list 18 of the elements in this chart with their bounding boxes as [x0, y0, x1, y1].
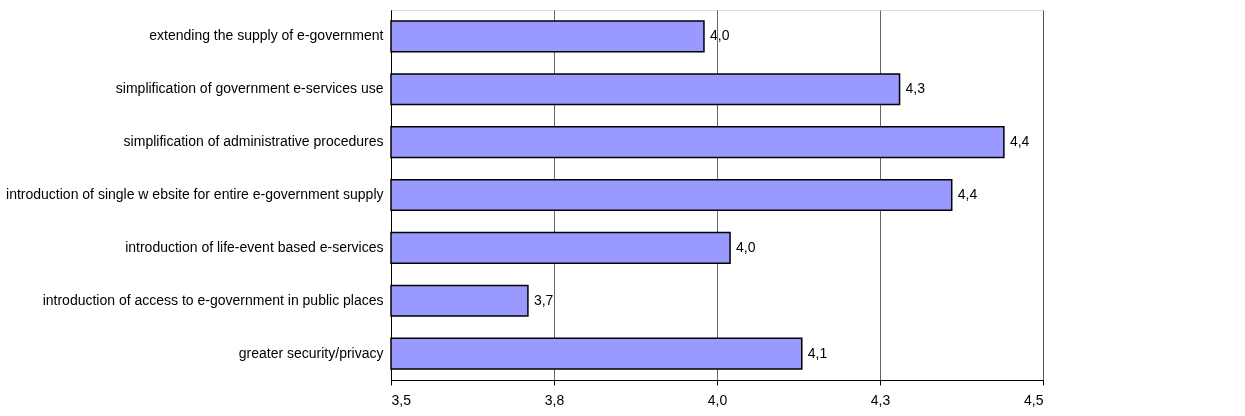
- data-label: 3,7: [533, 291, 554, 308]
- data-label: 4,4: [1009, 133, 1030, 150]
- y-tick-label: introduction of single w ebsite for entire e-government supply: [6, 186, 384, 202]
- y-tick-label: simplification of administrative procedures: [123, 133, 384, 150]
- y-tick-label: simplification of government e-services use: [115, 80, 384, 97]
- data-label: 4,3: [905, 80, 926, 97]
- y-tick-label: introduction of life-event based e-services: [125, 238, 384, 255]
- x-tick-label: 4,3: [870, 391, 891, 408]
- x-tick-label: 3,5: [391, 391, 412, 408]
- data-label: 4,0: [736, 238, 756, 255]
- y-tick-label: greater security/privacy: [238, 344, 384, 361]
- x-tick-label: 4,0: [707, 391, 728, 408]
- y-tick-label: introduction of access to e-government in public places: [42, 291, 384, 308]
- y-tick-label: extending the supply of e-government: [149, 27, 384, 44]
- data-label: 4,1: [807, 344, 828, 361]
- data-label: 4,4: [957, 186, 978, 202]
- x-tick-label: 3,8: [544, 391, 565, 408]
- x-tick-label: 4,5: [1024, 391, 1044, 408]
